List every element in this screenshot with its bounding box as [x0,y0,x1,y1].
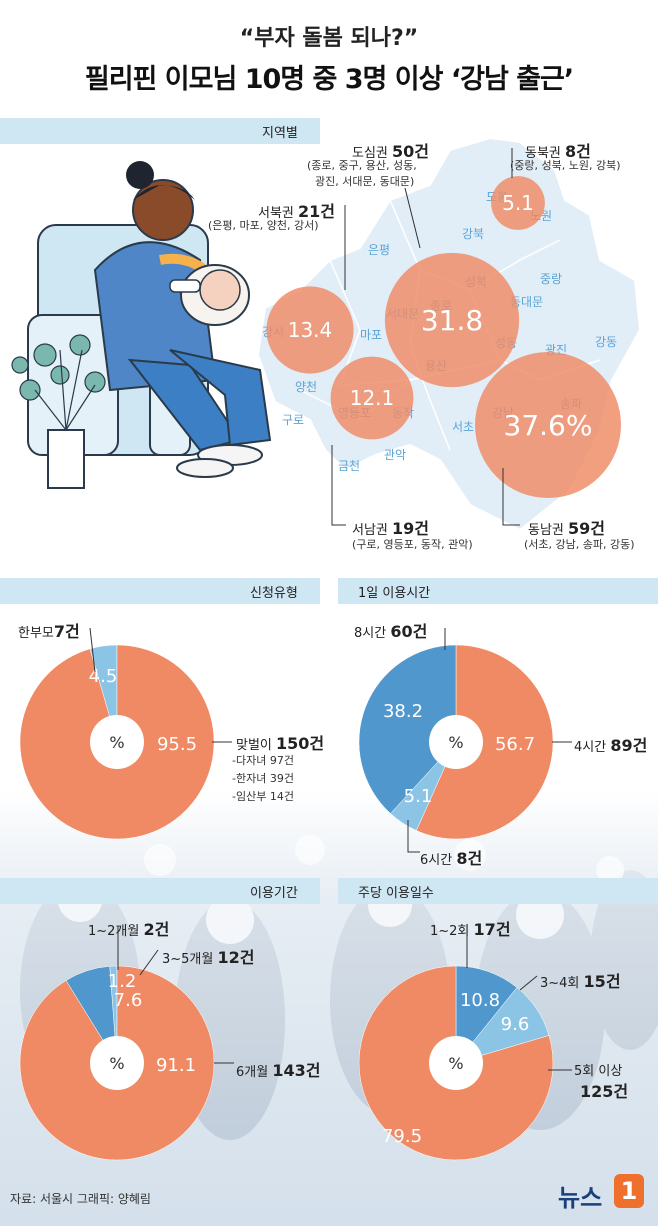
pie-leader-line [89,627,96,673]
applicant-label-dual-income: 맞벌이 150건 [236,734,325,753]
logo-text: 뉴스 [558,1184,603,1212]
applicant-section-bar [0,578,320,604]
district-label: 관악 [384,448,407,462]
region-bubble-label: 37.6% [504,409,593,442]
pie-center-percent: % [109,733,124,752]
region-detail-downtown-2: 광진, 서대문, 동대문) [315,175,415,188]
region-detail-downtown-1: (종로, 중구, 용산, 성동, [307,159,417,172]
district-label: 동대문 [510,295,544,309]
region-detail-southeast: (서초, 강남, 송파, 강동) [524,538,635,551]
pie-center-percent: % [448,733,463,752]
daily-label-4h: 4시간 89건 [574,736,648,755]
daily-section-bar [338,578,658,604]
pie-slice-label: 95.5 [157,734,197,755]
background-crowd-photo [0,790,658,1226]
pie-leader-line [519,975,538,991]
applicant-note-1: -다자녀 97건 [232,754,294,767]
region-bubble [475,352,621,498]
region-section-label: 지역별 [262,126,298,141]
pie-slice-label: 9.6 [501,1014,530,1035]
applicant-section-label: 신청유형 [250,586,298,601]
daily-section-label: 1일 이용시간 [358,586,431,601]
logo-mark: 1 [614,1174,644,1208]
region-bubble [330,356,414,440]
pie-slice-label: 5.1 [404,786,433,807]
region-detail-northwest: (은평, 마포, 양천, 강서) [208,219,319,232]
pie-slice-label: 38.2 [383,701,423,722]
district-label: 금천 [338,459,361,473]
weekly-section-bar [338,878,658,904]
pie-slice-label: 1.2 [108,971,137,992]
bubble-leader-line [404,187,421,249]
pie-center-hole [429,1036,483,1090]
region-label-downtown: 도심권 50건 [352,142,430,161]
pie-slice-label: 91.1 [156,1055,196,1076]
pie-center-hole [429,715,483,769]
district-label: 중랑 [540,272,563,286]
period-label-3-5m: 3~5개월 12건 [162,948,255,967]
region-bubble-label: 12.1 [350,386,395,410]
period-section-bar [0,878,320,904]
region-bubble [266,286,354,374]
region-label-southwest: 서남권 19건 [352,519,430,538]
pie-leader-line [139,949,159,976]
region-section-bar [0,118,320,144]
weekly-label-1-2: 1~2회 17건 [430,920,511,939]
district-label: 강북 [462,227,485,241]
pie-slice-label: 7.6 [114,990,143,1011]
pie-slice [416,644,554,840]
period-section-label: 이용기간 [250,886,298,901]
period-label-1-2m: 1~2개월 2건 [88,920,170,939]
daily-label-8h: 8시간 60건 [354,622,428,641]
district-label: 은평 [368,243,391,257]
district-label: 강동 [595,335,618,349]
pie-center-hole [90,715,144,769]
pie-leader-line [407,820,420,853]
pie-center-percent: % [448,1054,463,1073]
district-label: 서초 [452,420,475,434]
region-label-northeast: 동북권 8건 [525,142,591,161]
page-title: 필리핀 이모님 10명 중 3명 이상 ‘강남 출근’ [84,64,574,95]
mother-baby-illustration [11,161,272,489]
region-detail-northeast: (중랑, 성북, 노원, 강북) [510,159,621,172]
region-bubble-label: 31.8 [421,304,483,337]
region-bubble [384,252,520,388]
weekly-label-5plus-count: 125건 [580,1082,629,1101]
daily-label-6h: 6시간 8건 [420,849,483,868]
region-bubble-chart: 37.6% 31.8 13.4 12.1 5.1 [266,148,621,526]
district-label: 양천 [295,380,318,394]
pie-center-percent: % [109,1054,124,1073]
region-bubble-label: 13.4 [288,318,333,342]
region-label-southeast: 동남권 59건 [528,519,606,538]
weekly-section-label: 주당 이용일수 [358,886,434,901]
pie-slice-label: 4.5 [89,666,118,687]
applicant-label-single-parent: 한부모7건 [18,622,80,641]
district-label: 마포 [360,328,383,342]
bubble-leader-line [502,468,520,526]
subtitle: “부자 돌봄 되나?” [239,26,419,51]
applicant-note-2: -한자녀 39건 [232,772,294,785]
region-bubble [491,176,545,230]
pie-slice [358,644,457,814]
region-detail-southwest: (구로, 영등포, 동작, 관악) [352,538,473,551]
pie-slice-label: 56.7 [495,734,535,755]
pie-center-hole [90,1036,144,1090]
pie-slice-label: 10.8 [460,990,500,1011]
bubble-leader-line [331,445,346,526]
source-credit: 자료: 서울시 그래픽: 양혜림 [10,1192,151,1206]
weekly-label-3-4: 3~4회 15건 [540,972,621,991]
applicant-note-3: -임산부 14건 [232,790,294,803]
period-label-6m: 6개월 143건 [236,1061,321,1080]
weekly-label-5plus: 5회 이상 [574,1064,623,1079]
region-bubble-label: 5.1 [502,191,534,215]
pie-slice [455,965,518,1064]
district-label: 구로 [282,413,305,427]
pie-slice-label: 79.5 [382,1126,422,1147]
region-label-northwest: 서북권 21건 [258,202,336,221]
